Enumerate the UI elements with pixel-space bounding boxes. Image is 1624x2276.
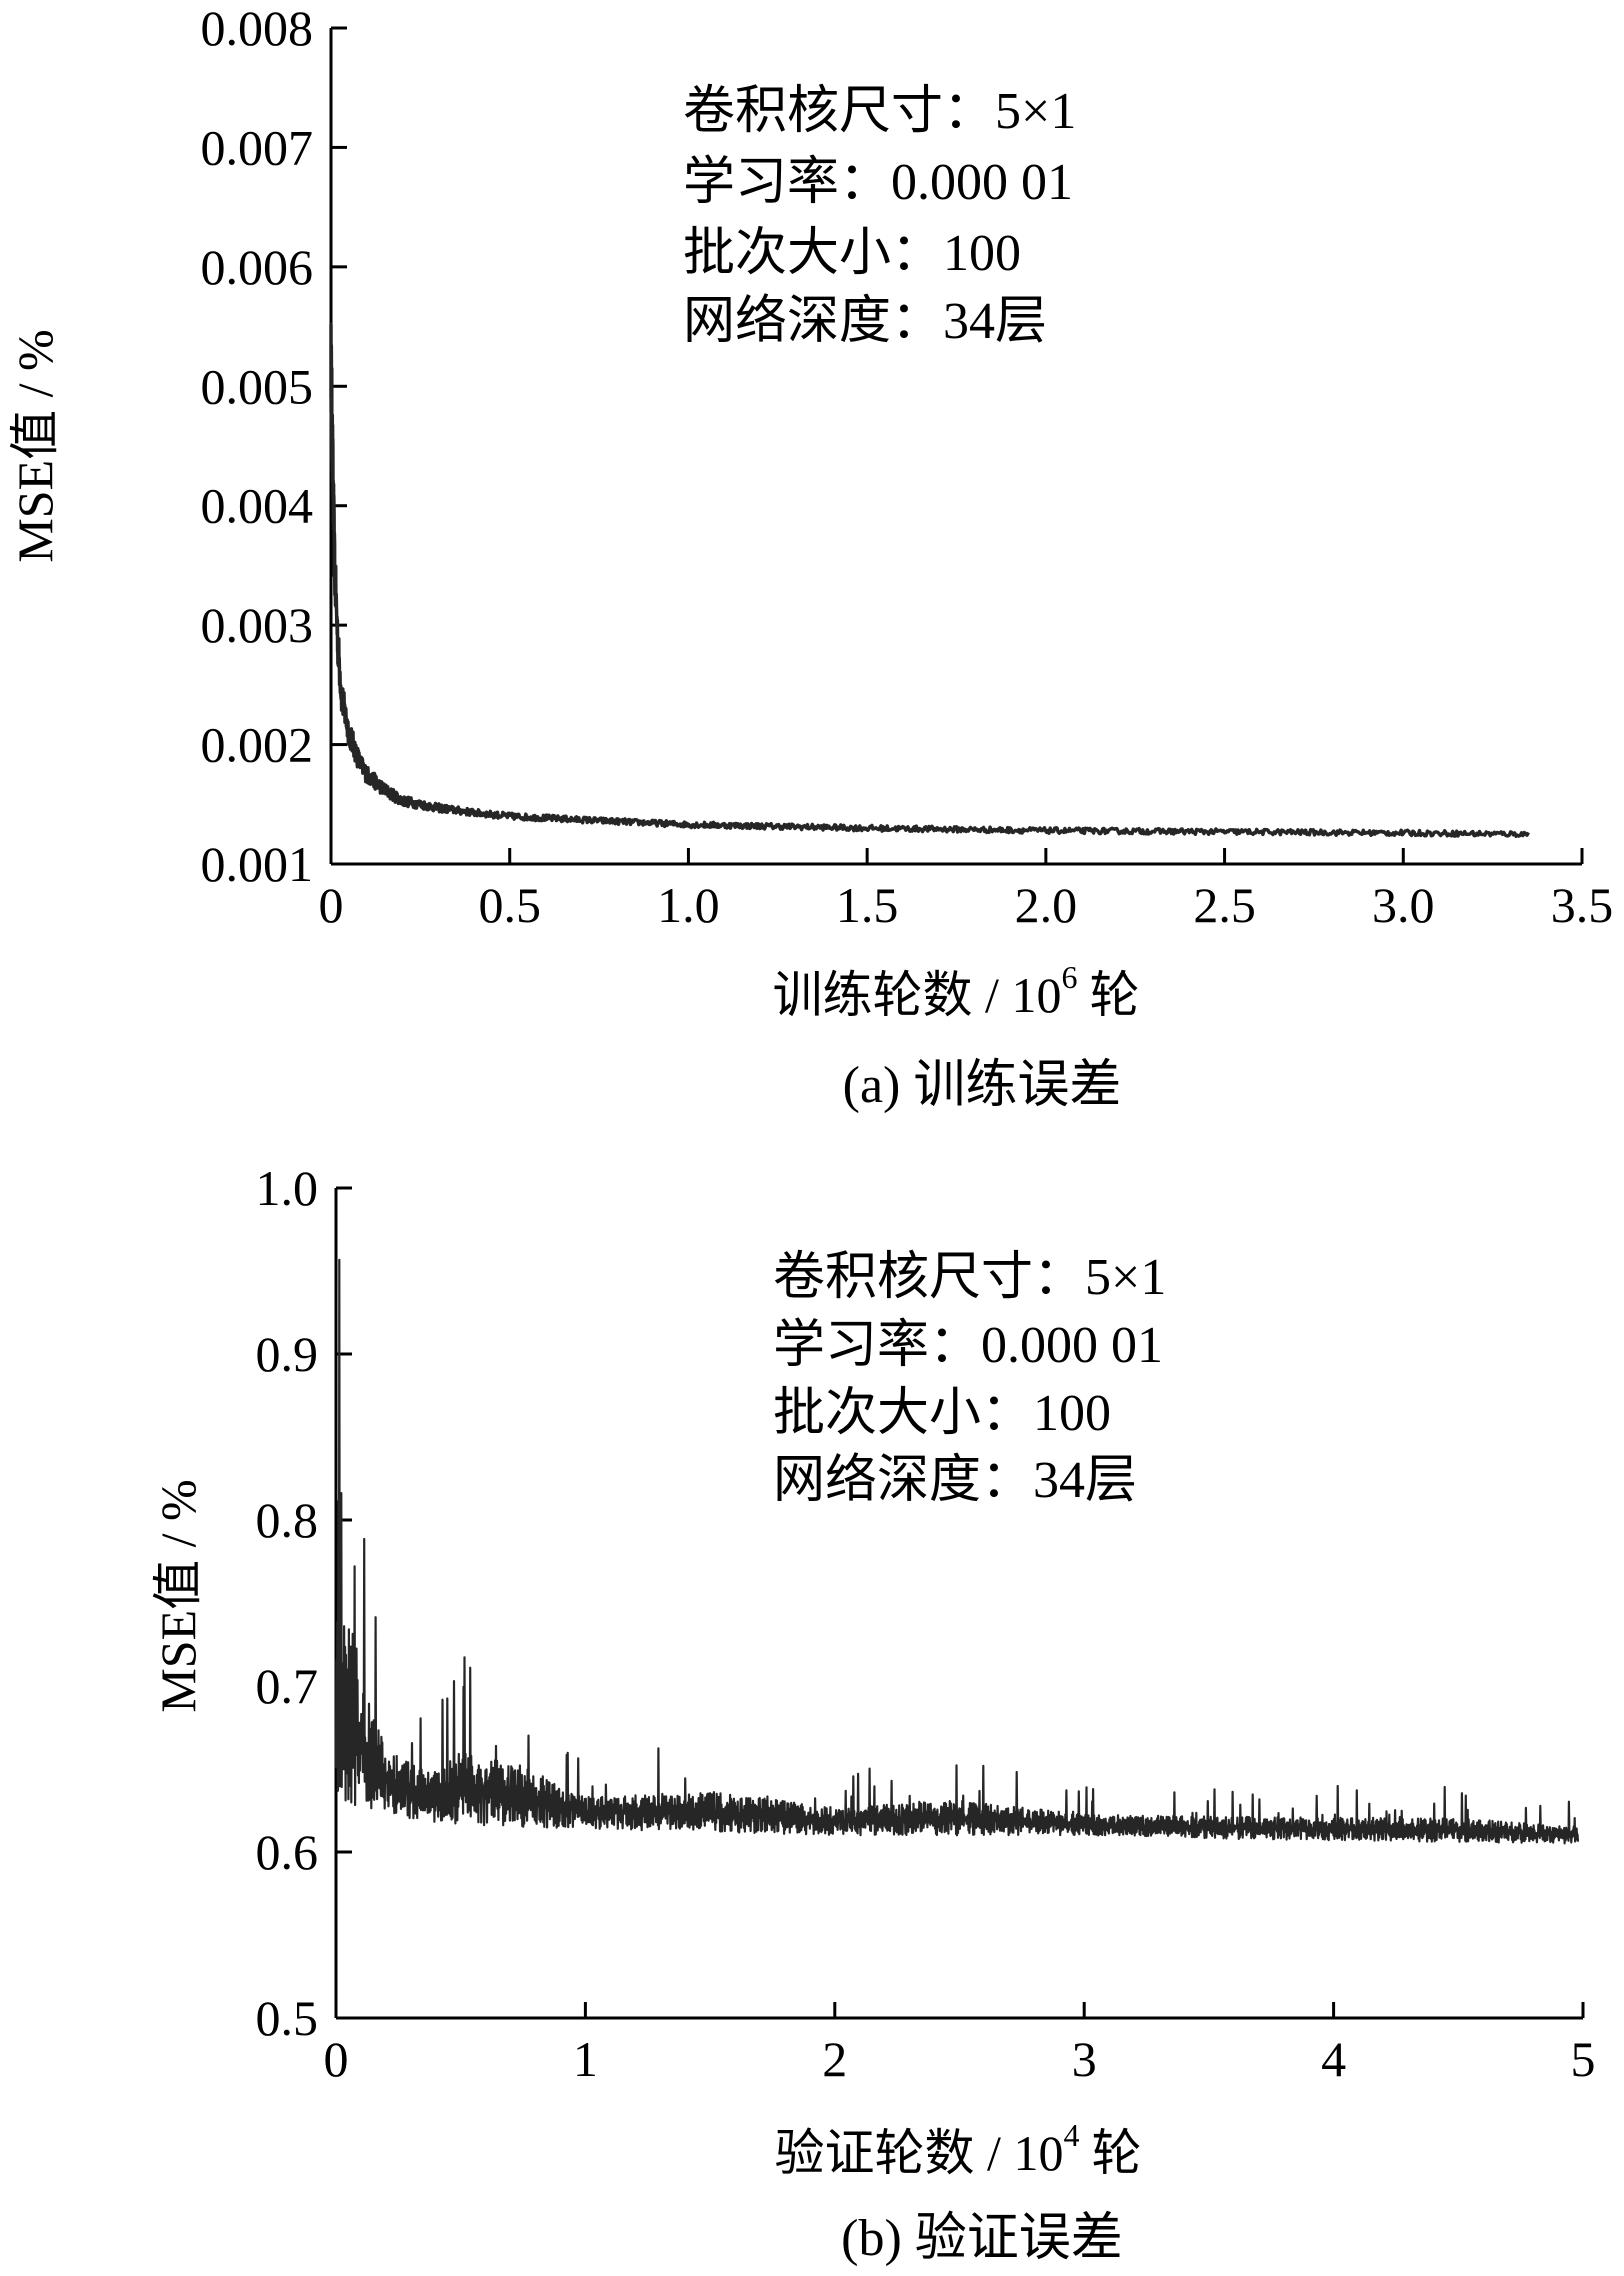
panel-b-y-tick-label: 0.9 bbox=[256, 1326, 319, 1382]
panel-a-x-tick-label: 0 bbox=[319, 877, 344, 933]
panel-b-x-tick-label: 1 bbox=[573, 2031, 598, 2087]
panel-a-annotation-3: 批次大小：100 bbox=[683, 225, 1021, 282]
panel-b-annotation-1: 卷积核尺寸：5×1 bbox=[773, 1249, 1166, 1306]
panel-b-x-tick-label: 5 bbox=[1571, 2031, 1596, 2087]
panel-b-x-tick-label: 4 bbox=[1321, 2031, 1346, 2087]
panel-b-x-axis-label-unit: 轮 bbox=[1091, 2125, 1141, 2181]
panel-a-caption: (a) 训练误差 bbox=[843, 1057, 1122, 1114]
panel-a-y-tick-label: 0.003 bbox=[201, 597, 314, 653]
panel-a-y-tick-label: 0.001 bbox=[201, 836, 314, 892]
panel-a-x-axis-label: 训练轮数 / 106 轮 bbox=[773, 959, 1140, 1023]
panel-a-x-axis-label-sup: 6 bbox=[1061, 959, 1077, 995]
panel-b-annotation-2: 学习率：0.000 01 bbox=[773, 1317, 1163, 1374]
panel-b-y-tick-label: 0.7 bbox=[256, 1658, 319, 1714]
panel-b-x-tick-label: 2 bbox=[822, 2031, 847, 2087]
panel-b-annotation-4: 网络深度：34层 bbox=[773, 1452, 1137, 1509]
panel-b-y-axis-label: MSE值 / % bbox=[150, 1479, 206, 1712]
panel-b-x-tick-label: 3 bbox=[1072, 2031, 1097, 2087]
panel-a-x-tick-label: 0.5 bbox=[478, 877, 541, 933]
panel-a-y-tick-label: 0.007 bbox=[201, 119, 314, 175]
panel-b-x-tick-label: 0 bbox=[324, 2031, 349, 2087]
panel-b-caption: (b) 验证误差 bbox=[841, 2210, 1123, 2267]
panel-a-x-tick-label: 1.5 bbox=[836, 877, 899, 933]
panel-a-y-axis-label: MSE值 / % bbox=[7, 329, 63, 562]
panel-b: 0.5 0.6 0.7 0.8 0.9 1.0 0 1 2 3 4 5 卷积核尺寸：5×1 学习率：0… bbox=[150, 1160, 1596, 2267]
panel-a-y-tick-label: 0.005 bbox=[201, 358, 314, 414]
panel-a: 0.001 0.002 0.003 0.004 0.005 0.006 0.007 0.008… bbox=[7, 0, 1613, 1114]
panel-a-annotation-4: 网络深度：34层 bbox=[683, 293, 1047, 350]
panel-a-x-tick-label: 2.0 bbox=[1015, 877, 1078, 933]
panel-a-x-tick-label: 3.0 bbox=[1372, 877, 1435, 933]
panel-a-y-tick-label: 0.002 bbox=[201, 717, 314, 773]
panel-a-x-axis-label-main: 训练轮数 / 10 bbox=[773, 967, 1062, 1023]
panel-a-y-tick-label: 0.004 bbox=[201, 478, 314, 534]
panel-a-x-tick-label: 2.5 bbox=[1193, 877, 1256, 933]
panel-a-annotation-2: 学习率：0.000 01 bbox=[683, 154, 1073, 211]
panel-b-y-tick-label: 0.8 bbox=[256, 1492, 319, 1548]
panel-a-x-axis-label-unit: 轮 bbox=[1089, 967, 1139, 1023]
panel-b-series-line bbox=[334, 1258, 1580, 1845]
panel-a-x-tick-label: 3.5 bbox=[1551, 877, 1614, 933]
panel-b-x-axis-label-main: 验证轮数 / 10 bbox=[775, 2125, 1064, 2181]
panel-b-y-tick-label: 0.5 bbox=[256, 1990, 319, 2046]
panel-b-y-tick-label: 1.0 bbox=[256, 1160, 319, 1216]
panel-b-annotation-3: 批次大小：100 bbox=[773, 1385, 1111, 1442]
panel-b-x-axis-label-sup: 4 bbox=[1063, 2117, 1079, 2153]
panel-a-y-tick-label: 0.008 bbox=[201, 0, 314, 56]
panel-a-annotation-1: 卷积核尺寸：5×1 bbox=[683, 83, 1076, 140]
panel-b-x-axis-label: 验证轮数 / 104 轮 bbox=[775, 2117, 1142, 2181]
panel-a-series-line bbox=[329, 322, 1530, 839]
panel-a-y-tick-label: 0.006 bbox=[201, 239, 314, 295]
panel-b-y-tick-label: 0.6 bbox=[256, 1824, 319, 1880]
panel-a-x-tick-label: 1.0 bbox=[657, 877, 720, 933]
